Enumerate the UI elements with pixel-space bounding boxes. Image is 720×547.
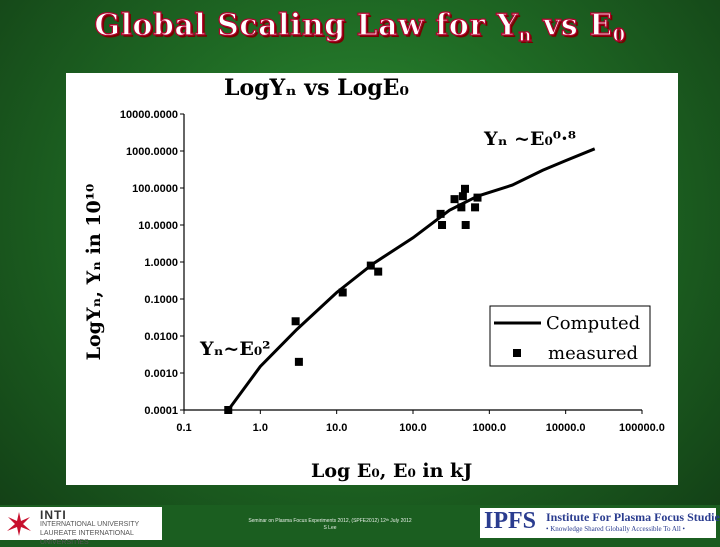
ipfs-tagline: • Knowledge Shared Globally Accessible T… [546, 525, 686, 533]
measured-point [458, 192, 467, 201]
measured-point [473, 193, 482, 202]
y-tick-label: 0.0001 [144, 405, 178, 417]
slide-title-subscript-0: 0 [612, 24, 626, 46]
chart-legend: Computed measured [489, 305, 651, 367]
footer-note: Seminar on Plasma Focus Experiments 2012… [200, 518, 460, 532]
chart-panel: LogYₙ vs LogE₀ 0.0001 0.0010 0.0100 0.1000 1.… [66, 73, 678, 485]
ipfs-abbreviation: IPFS [484, 508, 537, 534]
slide-title-subscript-n: n [518, 24, 533, 46]
legend-measured-swatch [513, 349, 521, 357]
measured-point [457, 203, 466, 212]
chart-svg: LogYₙ vs LogE₀ 0.0001 0.0010 0.0100 0.1000 1.… [83, 75, 665, 482]
computed-series-line [227, 147, 596, 411]
x-tick-label: 1.0 [253, 422, 268, 434]
x-tick-label: 100.0 [399, 422, 427, 434]
legend-measured-label: measured [548, 343, 638, 364]
x-tick-label: 1000.0 [473, 422, 507, 434]
legend-computed-label: Computed [546, 313, 640, 334]
x-tick-label: 100000.0 [619, 422, 665, 434]
y-tick-label: 1.0000 [144, 257, 178, 269]
measured-point [471, 203, 480, 212]
y-tick-label: 1000.0000 [126, 146, 178, 158]
footer-note-line-2: S Lee [323, 525, 337, 531]
measured-point [450, 195, 459, 204]
measured-point [374, 267, 383, 276]
ipfs-name: Institute For Plasma Focus Studies [546, 510, 720, 524]
measured-point [338, 288, 347, 297]
measured-point [366, 261, 375, 270]
measured-point [291, 317, 300, 326]
x-tick-label: 10.0 [326, 422, 347, 434]
measured-point [294, 357, 303, 366]
footer-note-line-1: Seminar on Plasma Focus Experiments 2012… [248, 518, 412, 524]
y-tick-label: 0.0010 [144, 368, 178, 380]
slide-title-mid: vs E [532, 7, 613, 43]
y-tick-label: 0.0100 [144, 331, 178, 343]
inti-line-2: LAUREATE INTERNATIONAL UNIVERSITIES [40, 530, 134, 546]
y-tick-label: 0.1000 [144, 294, 178, 306]
chart-title: LogYₙ vs LogE₀ [224, 75, 409, 101]
inti-star-icon [7, 512, 31, 536]
annotation-yn-e0-2: Yₙ~E₀² [199, 338, 270, 360]
x-tick-label: 10000.0 [546, 422, 586, 434]
y-tick-label: 100.0000 [132, 183, 178, 195]
measured-point [224, 406, 233, 414]
measured-point [436, 209, 445, 218]
inti-subtitle: INTERNATIONAL UNIVERSITY LAUREATE INTERN… [40, 520, 162, 547]
ipfs-logo: IPFS Institute For Plasma Focus Studies … [480, 508, 720, 538]
measured-point [438, 221, 447, 229]
x-tick-label: 0.1 [176, 422, 191, 434]
annotation-yn-e0-08: Yₙ ~E₀⁰·⁸ [483, 128, 576, 150]
slide-title-text: Global Scaling Law for Y [94, 7, 519, 43]
y-tick-label: 10.0000 [138, 220, 178, 232]
y-tick-label: 10000.0000 [120, 109, 178, 121]
inti-logo: INTI INTERNATIONAL UNIVERSITY LAUREATE I… [0, 507, 162, 546]
measured-point [461, 221, 470, 229]
slide-title: Global Scaling Law for Yn vs E0 [0, 7, 720, 46]
inti-name: INTI [40, 508, 67, 522]
x-axis-label: Log E₀, E₀ in kJ [311, 460, 472, 482]
measured-point [461, 184, 470, 193]
inti-line-1: INTERNATIONAL UNIVERSITY [40, 521, 140, 528]
y-axis-label: LogYₙ, Yₙ in 10¹⁰ [83, 184, 105, 361]
